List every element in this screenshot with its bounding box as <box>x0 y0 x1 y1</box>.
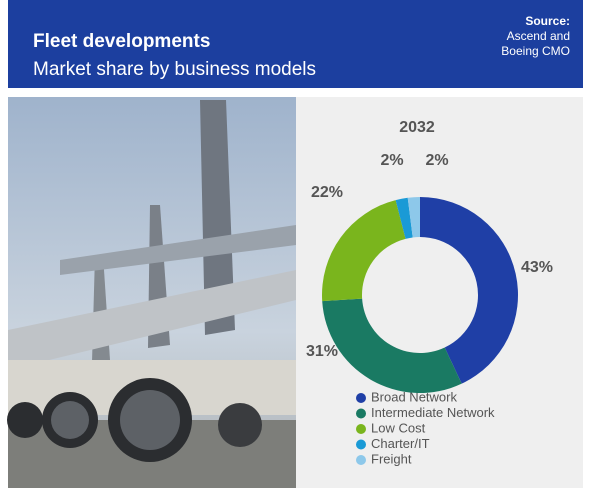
year-label: 2032 <box>399 119 435 136</box>
legend-label: Freight <box>371 451 412 466</box>
legend-label: Charter/IT <box>371 436 430 451</box>
donut-slice <box>322 298 462 394</box>
value-label: 2% <box>380 152 403 169</box>
photo <box>7 97 296 488</box>
legend-marker <box>356 408 366 419</box>
legend-marker <box>356 424 366 434</box>
donut-slice <box>395 197 413 239</box>
value-label: 31% <box>306 343 338 360</box>
legend-label: Low Cost <box>371 420 426 435</box>
legend-marker <box>356 393 366 403</box>
source-line: Ascend and <box>507 29 570 43</box>
title: Fleet developments <box>33 31 210 52</box>
donut-slice <box>407 197 420 238</box>
legend-label: Broad Network <box>371 389 457 404</box>
source-line: Boeing CMO <box>501 44 570 58</box>
value-label: 43% <box>521 259 553 276</box>
source-heading: Source: <box>525 14 570 28</box>
legend-marker <box>356 439 366 450</box>
legend-label: Intermediate Network <box>371 405 495 420</box>
header-band <box>8 0 583 88</box>
value-label: 2% <box>425 152 448 169</box>
legend-marker <box>356 455 366 465</box>
subtitle: Market share by business models <box>33 59 316 80</box>
donut-slice <box>322 200 406 302</box>
value-label: 22% <box>311 184 343 201</box>
donut-slice <box>420 197 518 384</box>
